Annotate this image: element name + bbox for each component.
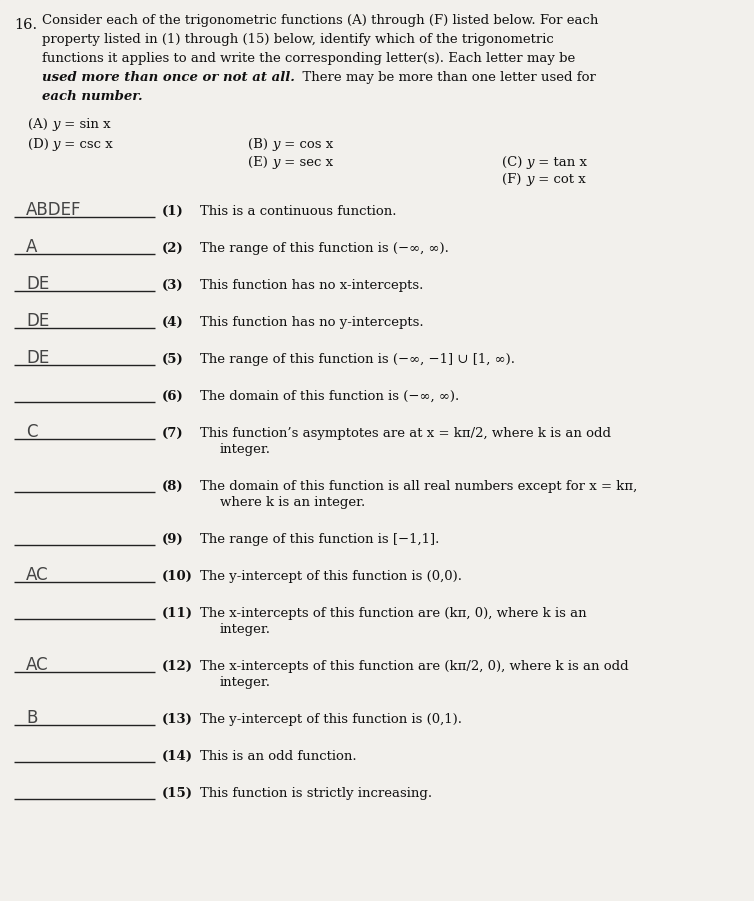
Text: AC: AC [26, 566, 48, 584]
Text: y: y [526, 173, 534, 186]
Text: AC: AC [26, 656, 48, 674]
Text: There may be more than one letter used for: There may be more than one letter used f… [294, 71, 596, 84]
Text: integer.: integer. [220, 676, 271, 689]
Text: (11): (11) [162, 607, 193, 620]
Text: The x-intercepts of this function are (kπ, 0), where k is an: The x-intercepts of this function are (k… [200, 607, 587, 620]
Text: y: y [272, 138, 280, 151]
Text: (5): (5) [162, 353, 184, 366]
Text: (9): (9) [162, 533, 184, 546]
Text: DE: DE [26, 312, 49, 330]
Text: ABDEF: ABDEF [26, 201, 81, 219]
Text: (3): (3) [162, 279, 184, 292]
Text: (7): (7) [162, 427, 184, 440]
Text: (D): (D) [28, 138, 49, 151]
Text: DE: DE [26, 275, 49, 293]
Text: The y-intercept of this function is (0,0).: The y-intercept of this function is (0,0… [200, 570, 462, 583]
Text: The domain of this function is (−∞, ∞).: The domain of this function is (−∞, ∞). [200, 390, 459, 403]
Text: functions it applies to and write the corresponding letter(s). Each letter may b: functions it applies to and write the co… [42, 52, 575, 65]
Text: B: B [26, 709, 38, 727]
Text: integer.: integer. [220, 443, 271, 456]
Text: used more than once or not at all.: used more than once or not at all. [42, 71, 295, 84]
Text: (A): (A) [28, 118, 48, 131]
Text: This function is strictly increasing.: This function is strictly increasing. [200, 787, 432, 800]
Text: (B): (B) [248, 138, 268, 151]
Text: (12): (12) [162, 660, 193, 673]
Text: where k is an integer.: where k is an integer. [220, 496, 365, 509]
Text: = cot x: = cot x [534, 173, 586, 186]
Text: = tan x: = tan x [534, 156, 587, 169]
Text: This function’s asymptotes are at x = kπ/2, where k is an odd: This function’s asymptotes are at x = kπ… [200, 427, 611, 440]
Text: Consider each of the trigonometric functions (A) through (F) listed below. For e: Consider each of the trigonometric funct… [42, 14, 599, 27]
Text: (2): (2) [162, 242, 184, 255]
Text: (8): (8) [162, 480, 184, 493]
Text: (10): (10) [162, 570, 193, 583]
Text: This function has no x-intercepts.: This function has no x-intercepts. [200, 279, 424, 292]
Text: The range of this function is (−∞, −1] ∪ [1, ∞).: The range of this function is (−∞, −1] ∪… [200, 353, 515, 366]
Text: (1): (1) [162, 205, 184, 218]
Text: (F): (F) [502, 173, 521, 186]
Text: (4): (4) [162, 316, 184, 329]
Text: The y-intercept of this function is (0,1).: The y-intercept of this function is (0,1… [200, 713, 462, 726]
Text: (6): (6) [162, 390, 184, 403]
Text: = sin x: = sin x [60, 118, 111, 131]
Text: This is a continuous function.: This is a continuous function. [200, 205, 397, 218]
Text: C: C [26, 423, 38, 441]
Text: (14): (14) [162, 750, 193, 763]
Text: property listed in (1) through (15) below, identify which of the trigonometric: property listed in (1) through (15) belo… [42, 33, 553, 46]
Text: A: A [26, 238, 38, 256]
Text: y: y [52, 138, 60, 151]
Text: = cos x: = cos x [280, 138, 333, 151]
Text: (13): (13) [162, 713, 193, 726]
Text: (E): (E) [248, 156, 268, 169]
Text: integer.: integer. [220, 623, 271, 636]
Text: The x-intercepts of this function are (kπ/2, 0), where k is an odd: The x-intercepts of this function are (k… [200, 660, 629, 673]
Text: = csc x: = csc x [60, 138, 113, 151]
Text: each number.: each number. [42, 90, 143, 103]
Text: y: y [526, 156, 534, 169]
Text: (15): (15) [162, 787, 193, 800]
Text: The domain of this function is all real numbers except for x = kπ,: The domain of this function is all real … [200, 480, 637, 493]
Text: y: y [272, 156, 280, 169]
Text: 16.: 16. [14, 18, 37, 32]
Text: DE: DE [26, 349, 49, 367]
Text: The range of this function is (−∞, ∞).: The range of this function is (−∞, ∞). [200, 242, 449, 255]
Text: This function has no y-intercepts.: This function has no y-intercepts. [200, 316, 424, 329]
Text: This is an odd function.: This is an odd function. [200, 750, 357, 763]
Text: (C): (C) [502, 156, 523, 169]
Text: The range of this function is [−1,1].: The range of this function is [−1,1]. [200, 533, 440, 546]
Text: y: y [52, 118, 60, 131]
Text: = sec x: = sec x [280, 156, 333, 169]
